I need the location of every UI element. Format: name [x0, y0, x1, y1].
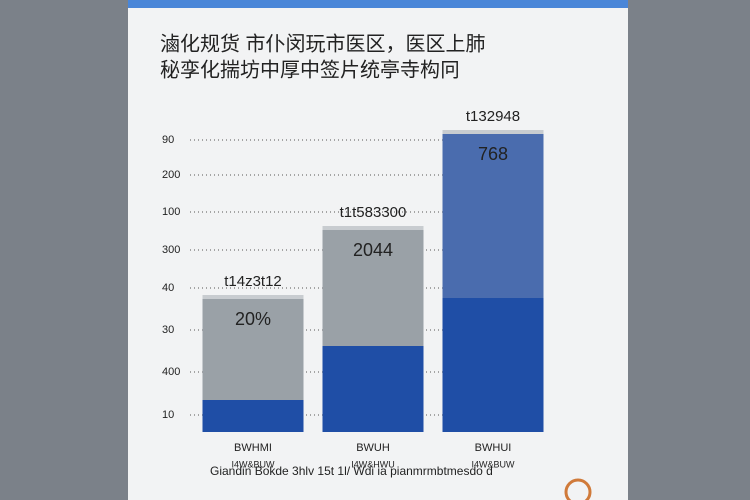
y-tick-label: 200 [162, 169, 180, 181]
bar-segment [202, 296, 304, 400]
footer: Giandin Bokde 3hlv 15t 1l/ Wdi ia pianmr… [210, 464, 493, 478]
x-tick-label: BWHMI [234, 442, 272, 454]
bar-segment [322, 346, 424, 432]
logo [564, 478, 592, 500]
top-stripe [128, 0, 628, 8]
bar-segment [442, 298, 544, 432]
x-sublabel: I4W&BUW [231, 459, 275, 469]
bar-cap [202, 295, 304, 299]
total-label: t1t583300 [340, 204, 407, 221]
y-tick-label: 10 [162, 409, 174, 421]
x-sublabel: I4W&BUW [471, 459, 515, 469]
x-tick-label: BWUH [356, 442, 390, 454]
total-label: t14z3t12 [224, 273, 282, 290]
y-tick-label: 400 [162, 366, 180, 378]
bar-segment [202, 400, 304, 432]
y-tick-label: 30 [162, 324, 174, 336]
value-label: 768 [478, 144, 508, 164]
bar-cap [442, 130, 544, 134]
bar-cap [322, 226, 424, 230]
y-tick-label: 90 [162, 134, 174, 146]
bar-segment [322, 227, 424, 346]
x-sublabel: I4W&HWU [351, 459, 395, 469]
y-tick-label: 100 [162, 206, 180, 218]
chart-title: 秘孪化揣坊中厚中签片统亭寺构冋 [160, 58, 460, 81]
y-tick-label: 300 [162, 244, 180, 256]
chart-title: 滷化规货 市仆闵玩市医区，医区上肺 [160, 32, 486, 55]
value-label: 20% [235, 309, 271, 329]
x-tick-label: BWHUI [475, 442, 512, 454]
total-label: t132948 [466, 108, 520, 125]
y-tick-label: 40 [162, 282, 174, 294]
bar-segment [442, 131, 544, 298]
value-label: 2044 [353, 240, 393, 260]
